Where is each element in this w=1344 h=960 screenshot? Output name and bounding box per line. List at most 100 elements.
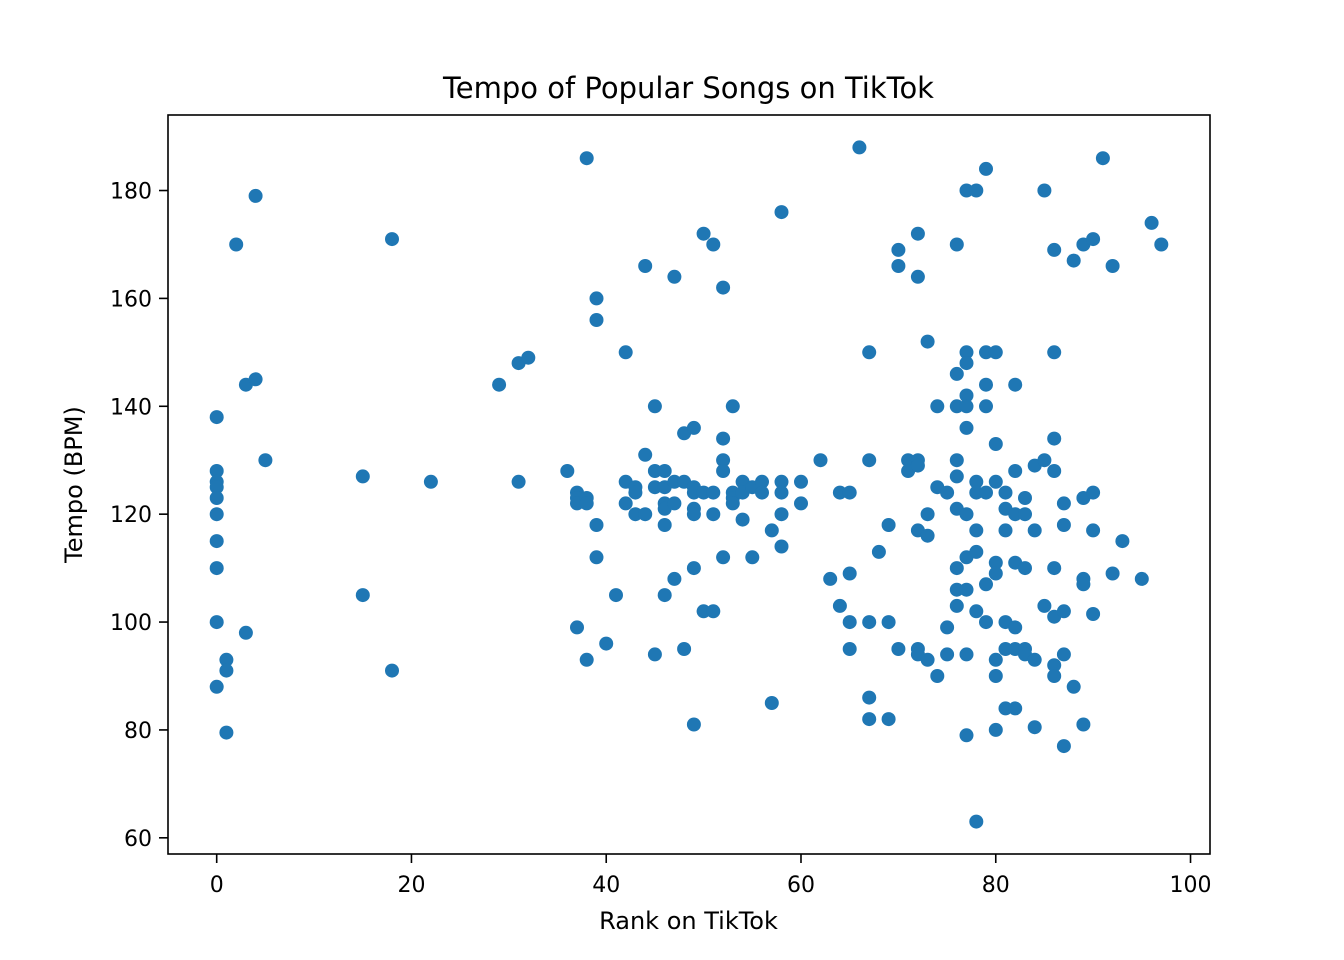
data-point: [764, 523, 779, 538]
data-point: [949, 399, 964, 414]
data-point: [755, 485, 769, 500]
data-point: [1086, 607, 1101, 621]
data-point: [998, 701, 1013, 716]
data-point: [385, 663, 399, 678]
data-point: [1115, 534, 1130, 549]
data-point: [949, 453, 964, 468]
data-point: [979, 615, 993, 630]
data-point: [842, 642, 857, 656]
data-point: [1144, 215, 1159, 230]
data-point: [423, 474, 438, 489]
data-point: [988, 566, 1003, 581]
data-point: [1105, 259, 1120, 273]
data-point: [969, 544, 984, 559]
data-point: [628, 507, 643, 522]
data-point: [1056, 496, 1071, 511]
data-point: [949, 366, 964, 381]
data-point: [949, 582, 964, 597]
data-point: [988, 345, 1003, 360]
data-point: [910, 226, 925, 241]
data-point: [1047, 345, 1062, 360]
data-point: [570, 620, 584, 635]
data-point: [774, 507, 789, 522]
data-point: [988, 555, 1003, 570]
data-point: [647, 647, 662, 662]
x-tick-label: 40: [592, 873, 620, 898]
data-point: [1086, 523, 1101, 538]
data-point: [209, 534, 224, 549]
data-point: [988, 437, 1003, 451]
data-points: [209, 140, 1169, 829]
y-tick-label: 120: [110, 503, 152, 528]
data-point: [949, 469, 964, 484]
data-point: [657, 518, 672, 532]
data-point: [774, 485, 789, 500]
data-point: [832, 598, 847, 613]
data-point: [1008, 507, 1023, 522]
data-point: [638, 447, 653, 462]
y-tick-label: 180: [110, 180, 152, 205]
data-point: [794, 474, 808, 489]
data-point: [1076, 717, 1091, 732]
data-point: [979, 399, 993, 414]
data-point: [647, 399, 662, 414]
data-point: [355, 469, 370, 484]
data-point: [842, 615, 857, 630]
data-point: [862, 690, 877, 705]
x-tick-label: 60: [787, 873, 815, 898]
data-point: [686, 717, 701, 732]
data-point: [959, 356, 974, 371]
data-point: [842, 485, 857, 500]
data-point: [755, 474, 769, 489]
data-point: [579, 151, 594, 166]
data-point: [920, 334, 935, 349]
data-point: [696, 485, 711, 500]
data-point: [959, 728, 974, 743]
data-point: [940, 647, 955, 662]
data-point: [1086, 232, 1101, 247]
data-point: [1018, 561, 1032, 576]
data-point: [1008, 701, 1023, 716]
data-point: [774, 205, 789, 220]
chart-title: Tempo of Popular Songs on TikTok: [442, 71, 934, 105]
data-point: [862, 453, 877, 468]
data-point: [355, 588, 370, 603]
data-point: [258, 453, 273, 468]
x-axis-label: Rank on TikTok: [599, 907, 778, 935]
data-point: [813, 453, 828, 468]
data-point: [959, 647, 974, 662]
data-point: [959, 345, 974, 360]
x-tick-label: 0: [210, 873, 224, 898]
x-axis-ticks: 0 20 40 60 80 100: [210, 854, 1212, 898]
data-point: [647, 480, 662, 495]
data-point: [1027, 652, 1042, 667]
data-point: [1076, 577, 1091, 592]
data-point: [862, 345, 877, 360]
data-point: [891, 242, 906, 257]
data-point: [959, 399, 974, 414]
data-point: [998, 485, 1013, 500]
data-point: [716, 280, 731, 295]
data-point: [1066, 679, 1081, 694]
data-point: [774, 474, 789, 489]
data-point: [910, 458, 925, 473]
data-point: [1154, 237, 1169, 252]
data-point: [988, 722, 1003, 737]
data-point: [1008, 377, 1023, 392]
data-point: [209, 561, 224, 576]
data-point: [209, 615, 224, 630]
data-point: [1027, 523, 1042, 538]
data-point: [511, 474, 526, 489]
data-point: [920, 528, 935, 543]
data-point: [998, 642, 1013, 656]
data-point: [823, 571, 838, 586]
data-point: [716, 464, 731, 478]
data-point: [959, 582, 974, 597]
data-point: [1047, 561, 1062, 576]
data-point: [979, 345, 993, 360]
data-point: [579, 652, 594, 667]
data-point: [1105, 566, 1120, 581]
data-point: [1056, 739, 1071, 754]
data-point: [862, 615, 877, 630]
data-point: [1037, 183, 1052, 198]
